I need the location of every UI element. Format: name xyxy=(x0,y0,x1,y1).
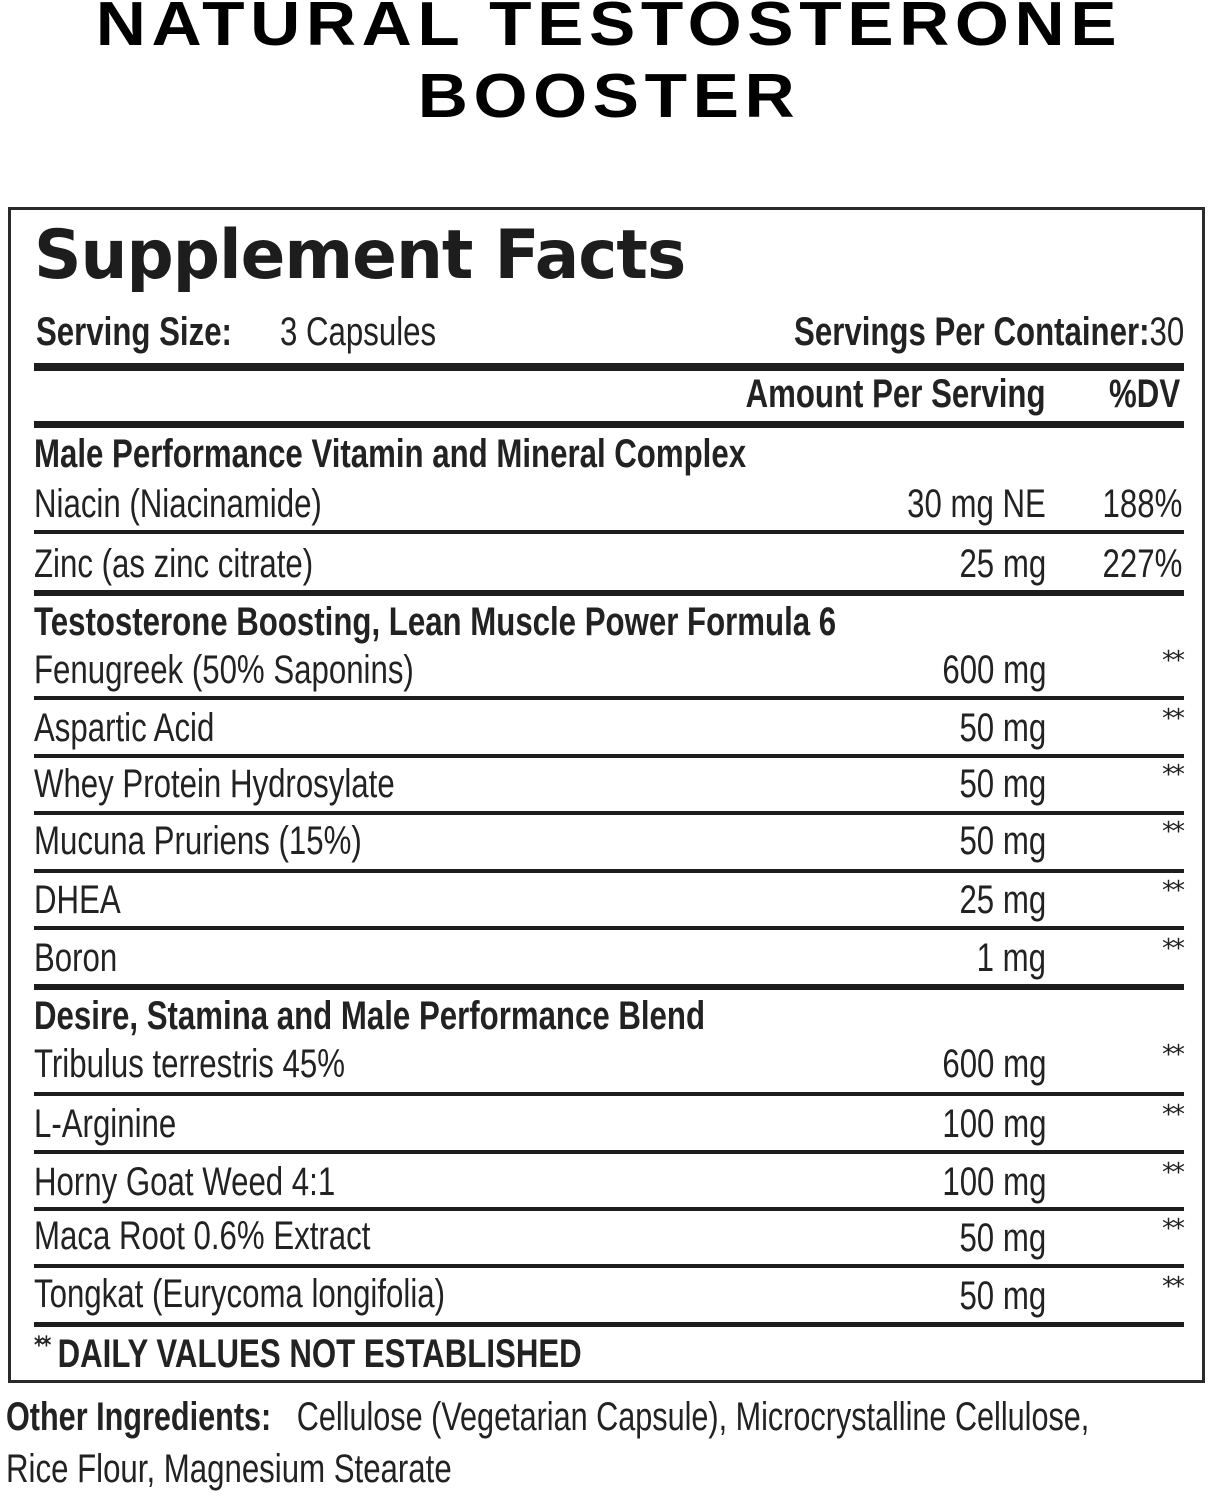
ingredient-amount: 50 mg xyxy=(959,819,1046,863)
ingredient-name: Boron xyxy=(34,936,118,980)
row-divider xyxy=(34,754,1184,758)
row-divider xyxy=(34,530,1184,534)
ingredient-name: Mucuna Pruriens (15%) xyxy=(34,819,362,863)
footnote: ** DAILY VALUES NOT ESTABLISHED xyxy=(34,1330,736,1378)
ingredient-name: Tongkat (Eurycoma longifolia) xyxy=(34,1272,445,1316)
thick-divider xyxy=(34,363,1184,371)
ingredient-amount: 30 mg NE xyxy=(907,482,1046,526)
ingredient-dv-stars: ** xyxy=(1162,934,1185,964)
ingredient-name: L-Arginine xyxy=(34,1102,177,1146)
ingredient-amount: 100 mg xyxy=(941,1102,1046,1146)
row-divider xyxy=(34,1092,1184,1096)
column-header-dv: %DV xyxy=(1108,372,1180,416)
ingredient-dv-stars: ** xyxy=(1162,760,1185,790)
ingredient-dv-stars: ** xyxy=(1162,817,1185,847)
serving-size-value: 3 Capsules xyxy=(280,310,437,354)
section-divider xyxy=(34,984,1184,990)
ingredient-amount: 25 mg xyxy=(959,878,1046,922)
column-header-amount: Amount Per Serving xyxy=(746,372,1046,416)
product-title-line1: NATURAL TESTOSTERONE xyxy=(95,0,1123,59)
ingredient-dv: 227% xyxy=(1102,542,1182,586)
ingredient-dv-stars: ** xyxy=(1162,1100,1185,1130)
row-divider xyxy=(34,926,1184,930)
row-divider xyxy=(34,1207,1184,1211)
serving-size: Serving Size: xyxy=(36,308,287,356)
serving-size-label: Serving Size: xyxy=(36,310,232,354)
row-divider xyxy=(34,1264,1184,1268)
ingredient-name: Aspartic Acid xyxy=(34,706,215,750)
ingredient-amount: 50 mg xyxy=(959,1216,1046,1260)
ingredient-name: Fenugreek (50% Saponins) xyxy=(34,648,414,692)
servings-per-container-value: 30 xyxy=(1149,310,1184,354)
supplement-facts-title: Supplement Facts xyxy=(34,216,686,295)
section-heading: Desire, Stamina and Male Performance Ble… xyxy=(34,994,706,1038)
section-heading: Male Performance Vitamin and Mineral Com… xyxy=(34,432,747,476)
other-ingredients-label: Other Ingredients: xyxy=(6,1395,272,1439)
ingredient-dv: 188% xyxy=(1102,482,1182,526)
ingredient-amount: 50 mg xyxy=(959,1274,1046,1318)
footnote-stars: ** xyxy=(34,1331,51,1359)
ingredient-dv-stars: ** xyxy=(1162,1040,1185,1070)
supplement-facts-panel xyxy=(8,207,1205,1383)
ingredient-dv-stars: ** xyxy=(1162,876,1185,906)
section-divider xyxy=(34,590,1184,596)
row-divider xyxy=(34,811,1184,815)
ingredient-dv-stars: ** xyxy=(1162,704,1185,734)
row-divider xyxy=(34,696,1184,700)
ingredient-name: Tribulus terrestris 45% xyxy=(34,1042,345,1086)
section-heading: Testosterone Boosting, Lean Muscle Power… xyxy=(34,600,837,644)
servings-per-container: Servings Per Container:30 xyxy=(684,308,1184,356)
ingredient-name: Maca Root 0.6% Extract xyxy=(34,1214,371,1258)
other-ingredients-continued: Rice Flour, Magnesium Stearate xyxy=(6,1447,452,1491)
ingredient-amount: 50 mg xyxy=(959,762,1046,806)
ingredient-amount: 50 mg xyxy=(959,706,1046,750)
ingredient-name: Zinc (as zinc citrate) xyxy=(34,542,314,586)
ingredient-amount: 1 mg xyxy=(976,936,1046,980)
ingredient-amount: 600 mg xyxy=(941,1042,1046,1086)
row-divider xyxy=(34,1150,1184,1154)
row-divider xyxy=(34,869,1184,873)
thick-divider xyxy=(34,421,1184,428)
servings-per-container-label: Servings Per Container: xyxy=(793,310,1150,354)
ingredient-amount: 25 mg xyxy=(959,542,1046,586)
thick-divider xyxy=(34,1322,1184,1327)
ingredient-name: Whey Protein Hydrosylate xyxy=(34,762,395,806)
other-ingredients: Other Ingredients: Cellulose (Vegetarian… xyxy=(6,1393,1218,1441)
ingredient-dv-stars: ** xyxy=(1162,646,1185,676)
ingredient-dv-stars: ** xyxy=(1162,1158,1185,1188)
ingredient-dv-stars: ** xyxy=(1162,1214,1185,1244)
ingredient-dv-stars: ** xyxy=(1162,1272,1185,1302)
ingredient-amount: 600 mg xyxy=(941,648,1046,692)
ingredient-amount: 100 mg xyxy=(941,1160,1046,1204)
product-title-line2: BOOSTER xyxy=(417,62,801,131)
ingredient-name: Niacin (Niacinamide) xyxy=(34,482,322,526)
ingredient-name: Horny Goat Weed 4:1 xyxy=(34,1160,336,1204)
ingredient-name: DHEA xyxy=(34,878,121,922)
other-ingredients-line1: Cellulose (Vegetarian Capsule), Microcry… xyxy=(296,1395,1090,1439)
footnote-text: DAILY VALUES NOT ESTABLISHED xyxy=(57,1332,582,1376)
